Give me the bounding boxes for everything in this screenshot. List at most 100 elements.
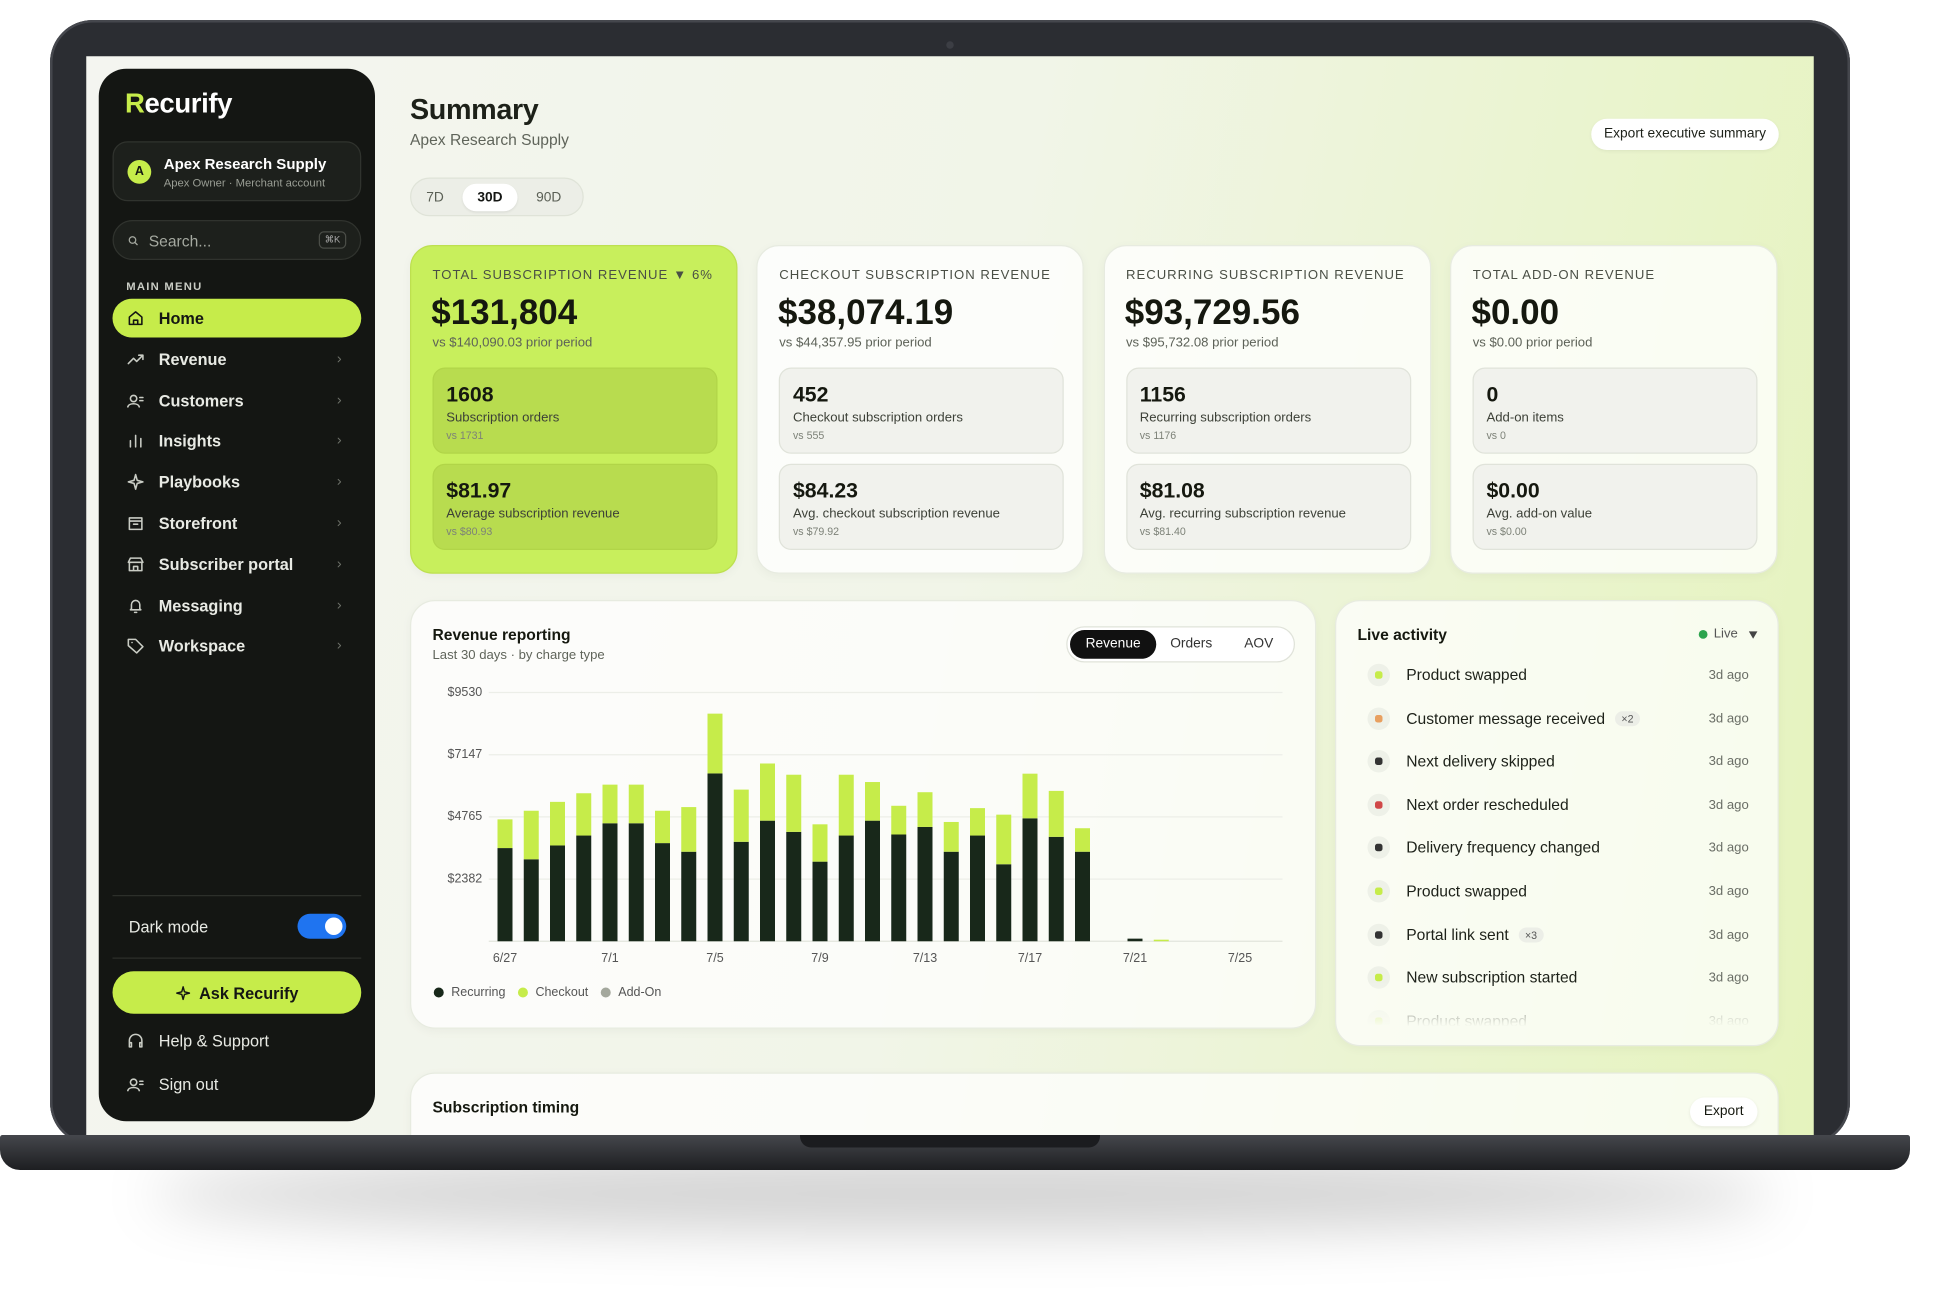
period-button[interactable]: 90D: [536, 190, 562, 205]
bar-segment: [707, 773, 723, 942]
icon: [129, 599, 142, 613]
icon-path: [127, 639, 144, 655]
bar-segment: [1048, 836, 1064, 942]
period-button[interactable]: 30D: [462, 183, 518, 212]
menu-item[interactable]: Workspace: [113, 627, 362, 666]
search-box[interactable]: Search... ⌘K: [112, 220, 362, 260]
legend-swatch: [600, 987, 611, 998]
stat-label: Add-on items: [1486, 410, 1564, 425]
icon-path: [128, 517, 143, 531]
event-icon: [1367, 1009, 1390, 1027]
menu-label: Storefront: [158, 513, 238, 533]
event-label: Next order rescheduled: [1406, 795, 1569, 814]
legend-label: Add-On: [618, 985, 661, 999]
menu-heading: MAIN MENU: [126, 280, 203, 293]
stat-box: 452 Checkout subscription orders vs 555: [779, 367, 1065, 454]
stat-value: $84.23: [792, 478, 858, 503]
footer-link[interactable]: Help & Support: [113, 1026, 362, 1056]
bar-segment: [1022, 773, 1038, 819]
menu-item[interactable]: Messaging: [113, 586, 362, 625]
icon: [128, 1033, 143, 1048]
x-tick-label: 7/25: [1228, 951, 1252, 965]
live-status[interactable]: Live: [1713, 626, 1738, 642]
dark-mode-toggle[interactable]: [297, 913, 347, 939]
event-text: New subscription started: [1406, 969, 1577, 987]
event-label: Product swapped: [1406, 882, 1527, 901]
event-row: Product swapped 3d ago: [1349, 1002, 1768, 1027]
screen: Recurify A Apex Research Supply Apex Own…: [86, 56, 1814, 1135]
menu-item[interactable]: Playbooks: [113, 463, 362, 502]
menu-item[interactable]: Home: [112, 298, 362, 338]
metric-tab[interactable]: Revenue: [1070, 630, 1157, 659]
menu-item[interactable]: Storefront: [113, 504, 362, 543]
menu-item[interactable]: Subscriber portal: [113, 545, 362, 584]
live-activity-card: Live activity Live Product swapped 3d ago…: [1335, 600, 1779, 1047]
revenue-card: Revenue reporting Last 30 days · by char…: [410, 600, 1317, 1029]
account-name: Apex Research Supply: [163, 155, 327, 173]
period-button[interactable]: 7D: [426, 190, 444, 205]
account-switcher[interactable]: A Apex Research Supply Apex Owner · Merc…: [112, 141, 362, 202]
bar-segment: [891, 834, 907, 942]
footer-label: Sign out: [158, 1075, 219, 1094]
metric-tab[interactable]: Orders: [1170, 636, 1213, 652]
kpi-card: CHECKOUT SUBSCRIPTION REVENUE $38,074.19 v…: [756, 245, 1085, 574]
icon: [127, 1078, 144, 1092]
menu-label: Customers: [158, 390, 244, 410]
icon-path: [337, 356, 342, 363]
metric-tab[interactable]: AOV: [1244, 636, 1274, 652]
page-title: Summary: [410, 92, 539, 126]
ask-button[interactable]: Ask Recurify: [112, 971, 362, 1014]
live-indicator: [1698, 630, 1708, 639]
stat-label: Average subscription revenue: [446, 506, 620, 522]
menu-item[interactable]: Customers: [113, 381, 362, 420]
stat-box: 1608 Subscription orders vs 1731: [432, 367, 718, 454]
x-tick-label: 6/27: [493, 951, 517, 965]
event-text: Customer message received ×2: [1406, 709, 1640, 727]
menu-item[interactable]: Revenue: [113, 340, 362, 379]
event-row: Next delivery skipped 3d ago: [1349, 743, 1768, 781]
stat-prior: vs 1176: [1139, 428, 1177, 442]
event-icon: [1367, 663, 1390, 687]
event-time: 3d ago: [1708, 797, 1749, 813]
kpi-value: $131,804: [431, 292, 578, 332]
event-time: 3d ago: [1708, 883, 1749, 899]
kpi-label-text: TOTAL ADD-ON REVENUE: [1472, 267, 1656, 283]
menu-item[interactable]: Insights: [113, 422, 362, 461]
export-button[interactable]: Export executive summary: [1591, 118, 1779, 150]
event-time: 3d ago: [1708, 840, 1749, 856]
icon-path: [337, 643, 342, 650]
stat-label: Checkout subscription orders: [792, 410, 963, 425]
event-time: 3d ago: [1708, 710, 1749, 726]
kpi-card: TOTAL SUBSCRIPTION REVENUE ▼ 6% $131,804 vs…: [410, 245, 738, 574]
event-list: Product swapped 3d ago Customer message re…: [1349, 656, 1768, 1027]
icon: [127, 639, 144, 655]
icon-path: [337, 397, 342, 404]
icon: [337, 438, 342, 445]
timing-export[interactable]: Export: [1690, 1097, 1758, 1127]
event-icon-dot: [1375, 800, 1383, 809]
bar-segment: [628, 823, 644, 942]
bar-segment: [681, 851, 697, 942]
y-tick-label: $9530: [448, 685, 483, 699]
icon: [128, 517, 143, 531]
icon: [337, 520, 342, 527]
icon-path: [337, 520, 342, 527]
stat-value: 1608: [446, 382, 494, 407]
event-icon: [1367, 836, 1390, 860]
event-label: Customer message received: [1406, 709, 1606, 727]
y-tick-label: $4765: [448, 809, 483, 823]
event-time: 3d ago: [1708, 1013, 1749, 1027]
event-row: Portal link sent ×3 3d ago: [1349, 916, 1768, 954]
kpi-label-text: TOTAL SUBSCRIPTION REVENUE: [432, 267, 669, 283]
event-time: 3d ago: [1708, 970, 1749, 986]
bar-segment: [576, 793, 592, 836]
search-placeholder: Search...: [148, 232, 212, 251]
event-row: Next order rescheduled 3d ago: [1349, 786, 1768, 824]
bar-segment: [812, 824, 828, 862]
logo[interactable]: Recurify: [125, 87, 233, 119]
bar-segment: [1127, 938, 1143, 942]
stat-prior: vs $81.40: [1139, 525, 1186, 538]
icon: [337, 479, 342, 486]
stat-value: $81.97: [446, 478, 512, 503]
footer-link[interactable]: Sign out: [113, 1070, 362, 1100]
